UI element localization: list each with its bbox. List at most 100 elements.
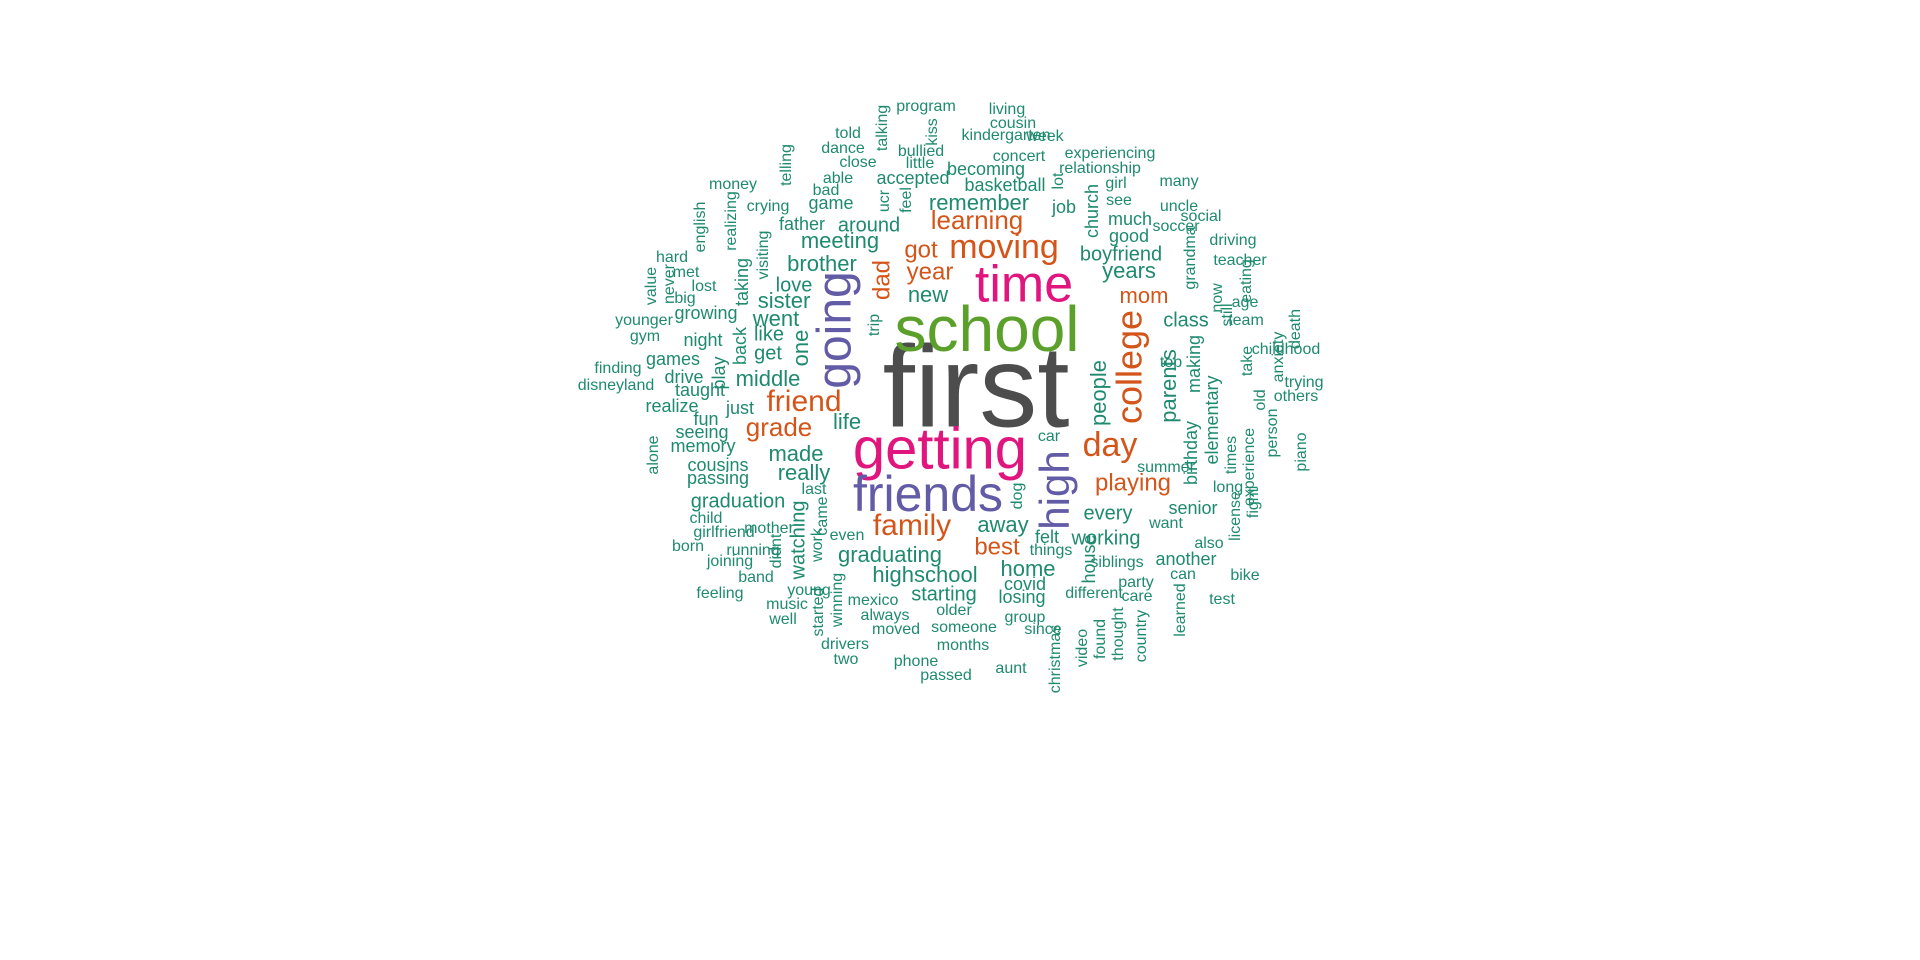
cloud-word-young: young <box>787 582 831 599</box>
cloud-word-passing: passing <box>687 468 749 488</box>
cloud-word-teacher: teacher <box>1213 252 1267 269</box>
cloud-word-love: love <box>776 274 813 296</box>
cloud-word-running: running <box>726 542 779 559</box>
cloud-word-dog: dog <box>1009 483 1026 510</box>
cloud-word-drivers: drivers <box>821 636 869 653</box>
cloud-word-many: many <box>1159 173 1198 190</box>
cloud-word-back: back <box>730 326 750 365</box>
cloud-word-trying: trying <box>1284 374 1323 391</box>
cloud-word-friends: friends <box>853 466 1003 522</box>
cloud-word-see: see <box>1106 192 1132 209</box>
cloud-word-basketball: basketball <box>964 175 1045 195</box>
cloud-word-someone: someone <box>931 619 997 636</box>
cloud-word-want: want <box>1148 515 1183 532</box>
cloud-word-driving: driving <box>1209 232 1256 249</box>
cloud-word-memory: memory <box>670 436 735 456</box>
cloud-word-party: party <box>1118 574 1154 591</box>
cloud-word-video: video <box>1074 629 1091 667</box>
cloud-word-graduating: graduating <box>838 542 942 567</box>
cloud-word-bike: bike <box>1230 567 1259 584</box>
cloud-word-dad: dad <box>868 260 895 300</box>
cloud-word-things: things <box>1030 542 1073 559</box>
cloud-word-middle: middle <box>736 366 801 391</box>
cloud-word-grade: grade <box>746 412 813 442</box>
cloud-word-finding: finding <box>594 360 641 377</box>
cloud-word-passed: passed <box>920 667 972 684</box>
cloud-word-church: church <box>1082 184 1102 238</box>
cloud-word-seeing: seeing <box>675 422 728 442</box>
cloud-word-aunt: aunt <box>995 660 1027 677</box>
cloud-word-joining: joining <box>706 553 753 570</box>
cloud-word-day: day <box>1083 426 1138 464</box>
cloud-word-got: got <box>904 236 938 263</box>
cloud-word-week: week <box>1025 128 1064 145</box>
cloud-word-bullied: bullied <box>898 143 944 160</box>
cloud-word-death: death <box>1287 309 1304 349</box>
cloud-word-dance: dance <box>821 140 865 157</box>
cloud-word-music: music <box>766 596 808 613</box>
cloud-word-found: found <box>1092 619 1109 659</box>
cloud-word-little: little <box>906 155 935 172</box>
cloud-word-crying: crying <box>747 198 790 215</box>
cloud-word-just: just <box>725 398 754 418</box>
cloud-word-top: top <box>1160 354 1182 371</box>
cloud-word-soccer: soccer <box>1152 218 1200 235</box>
cloud-word-work: work <box>809 527 826 563</box>
cloud-word-highschool: highschool <box>872 562 977 587</box>
cloud-word-year: year <box>907 258 954 285</box>
cloud-word-piano: piano <box>1293 432 1310 471</box>
cloud-word-play: play <box>709 356 729 389</box>
cloud-word-felt: felt <box>1035 527 1059 547</box>
cloud-word-girl: girl <box>1105 175 1126 192</box>
cloud-word-game: game <box>808 193 853 213</box>
cloud-word-one: one <box>788 330 813 367</box>
cloud-word-cousin: cousin <box>990 115 1036 132</box>
cloud-word-accepted: accepted <box>876 168 949 188</box>
cloud-word-family: family <box>873 509 951 542</box>
cloud-word-never: never <box>661 263 678 304</box>
cloud-word-met: met <box>673 264 700 281</box>
cloud-word-two: two <box>834 651 859 668</box>
cloud-word-team: team <box>1228 312 1264 329</box>
cloud-word-trip: trip <box>866 314 883 336</box>
cloud-word-years: years <box>1102 258 1156 283</box>
cloud-word-parents: parents <box>1156 349 1181 422</box>
cloud-word-license: license <box>1227 491 1244 541</box>
cloud-word-class: class <box>1163 309 1209 331</box>
cloud-word-car: car <box>1038 428 1061 445</box>
cloud-word-feel: feel <box>898 187 915 213</box>
cloud-word-since: since <box>1024 621 1061 638</box>
cloud-word-english: english <box>692 202 709 253</box>
cloud-word-told: told <box>835 125 861 142</box>
cloud-word-people: people <box>1086 360 1111 426</box>
cloud-word-eating: eating <box>1238 259 1255 303</box>
cloud-word-visiting: visiting <box>755 231 772 280</box>
cloud-word-taking: taking <box>732 258 752 306</box>
cloud-word-first: first <box>883 322 1070 452</box>
cloud-word-big: big <box>674 290 695 307</box>
cloud-word-good: good <box>1109 226 1149 246</box>
cloud-word-time: time <box>975 256 1073 314</box>
cloud-word-also: also <box>1194 535 1223 552</box>
cloud-word-sister: sister <box>758 288 811 313</box>
cloud-word-remember: remember <box>929 190 1029 215</box>
cloud-word-night: night <box>683 330 722 350</box>
cloud-word-born: born <box>672 538 704 555</box>
cloud-word-age: age <box>1232 294 1259 311</box>
cloud-word-brother: brother <box>787 251 857 276</box>
cloud-word-came: came <box>814 496 831 535</box>
cloud-word-senior: senior <box>1168 498 1217 518</box>
cloud-word-learning: learning <box>931 205 1024 235</box>
cloud-word-realizing: realizing <box>723 191 740 251</box>
cloud-word-making: making <box>1184 335 1204 393</box>
cloud-word-always: always <box>861 607 910 624</box>
cloud-word-home: home <box>1000 556 1055 581</box>
cloud-word-christmas: christmas <box>1047 625 1064 693</box>
cloud-word-realize: realize <box>645 396 698 416</box>
cloud-word-another: another <box>1155 549 1216 569</box>
cloud-word-telling: telling <box>778 144 795 186</box>
cloud-word-life: life <box>833 409 861 434</box>
cloud-word-summer: summer <box>1137 459 1195 476</box>
cloud-word-going: going <box>809 271 862 388</box>
cloud-word-girlfriend: girlfriend <box>693 524 754 541</box>
